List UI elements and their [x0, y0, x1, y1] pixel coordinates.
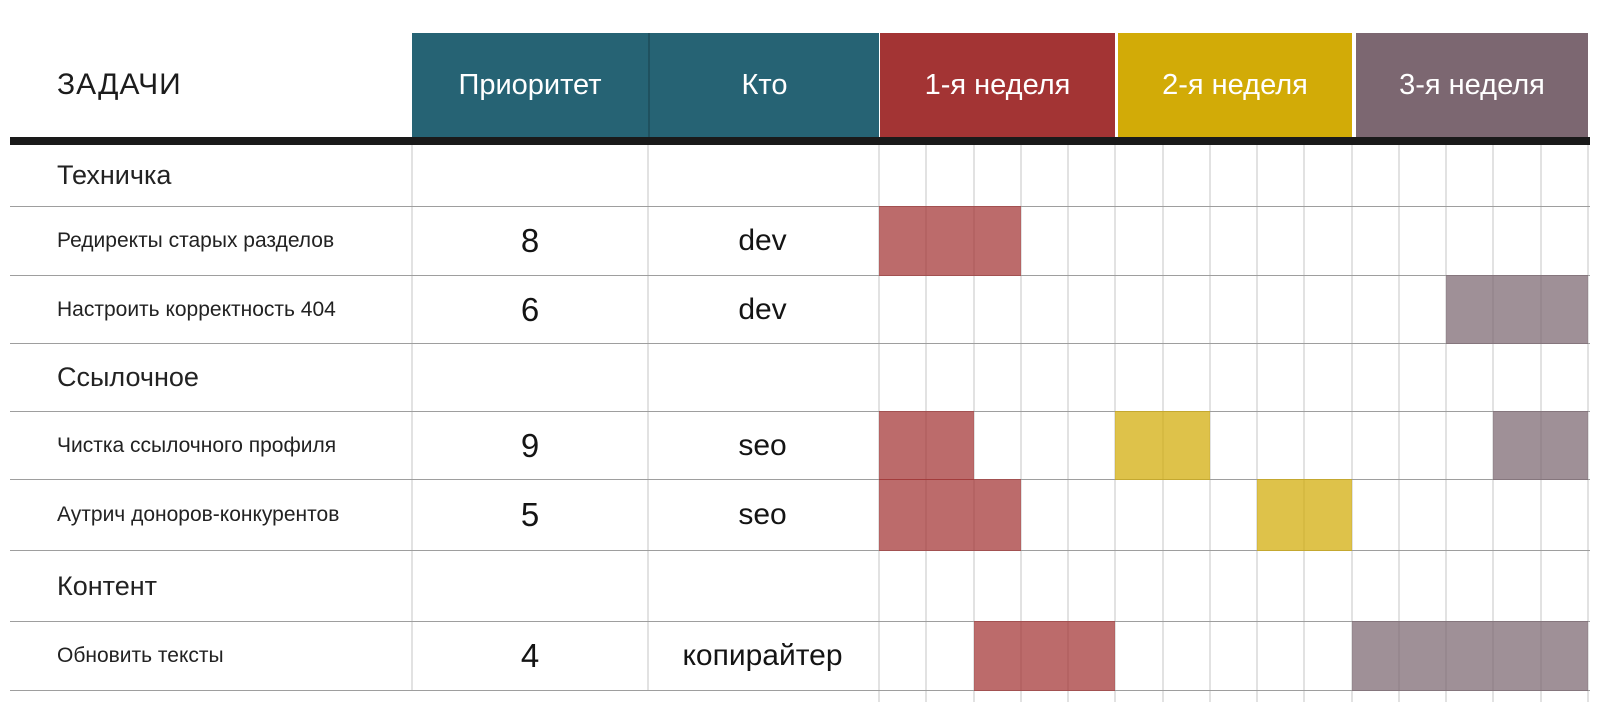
- task-name: Редиректы старых разделов: [57, 207, 334, 275]
- who-value: копирайтер: [648, 622, 877, 690]
- week3-header-cell: 3-я неделя: [1356, 33, 1588, 137]
- section-label: Техничка: [57, 145, 171, 206]
- tasks-column-header: ЗАДАЧИ: [57, 33, 182, 137]
- task-row-update-texts: Обновить тексты 4 копирайтер: [10, 622, 1590, 691]
- task-row-redirects: Редиректы старых разделов 8 dev: [10, 207, 1590, 276]
- week2-header-cell: 2-я неделя: [1118, 33, 1352, 137]
- section-row-content: Контент: [10, 551, 1590, 622]
- section-label: Контент: [57, 551, 157, 621]
- task-row-link-profile-cleanup: Чистка ссылочного профиля 9 seo: [10, 412, 1590, 480]
- priority-value: 4: [412, 622, 648, 690]
- header-rule: [10, 137, 1590, 145]
- week1-header-label: 1-я неделя: [925, 69, 1071, 102]
- who-value: seo: [648, 412, 877, 479]
- priority-header-cell: Приоритет: [412, 33, 648, 137]
- task-row-404: Настроить корректность 404 6 dev: [10, 276, 1590, 344]
- task-row-outreach: Аутрич доноров-конкурентов 5 seo: [10, 480, 1590, 551]
- week3-header-label: 3-я неделя: [1399, 69, 1545, 102]
- task-name: Аутрич доноров-конкурентов: [57, 480, 339, 550]
- priority-header-label: Приоритет: [458, 69, 601, 102]
- section-row-technical: Техничка: [10, 145, 1590, 207]
- table-rows: Техничка Редиректы старых разделов 8 dev…: [10, 145, 1590, 691]
- priority-value: 5: [412, 480, 648, 550]
- section-label: Ссылочное: [57, 344, 199, 411]
- priority-value: 9: [412, 412, 648, 479]
- who-header-label: Кто: [742, 69, 788, 102]
- task-name: Настроить корректность 404: [57, 276, 336, 343]
- section-row-links: Ссылочное: [10, 344, 1590, 412]
- week2-header-label: 2-я неделя: [1162, 69, 1308, 102]
- week1-header-cell: 1-я неделя: [880, 33, 1115, 137]
- who-value: dev: [648, 207, 877, 275]
- who-value: dev: [648, 276, 877, 343]
- who-value: seo: [648, 480, 877, 550]
- priority-value: 8: [412, 207, 648, 275]
- priority-value: 6: [412, 276, 648, 343]
- who-header-cell: Кто: [648, 33, 879, 137]
- gantt-table: ЗАДАЧИ Приоритет Кто 1-я неделя 2-я неде…: [0, 0, 1605, 712]
- task-name: Обновить тексты: [57, 622, 224, 690]
- task-name: Чистка ссылочного профиля: [57, 412, 336, 479]
